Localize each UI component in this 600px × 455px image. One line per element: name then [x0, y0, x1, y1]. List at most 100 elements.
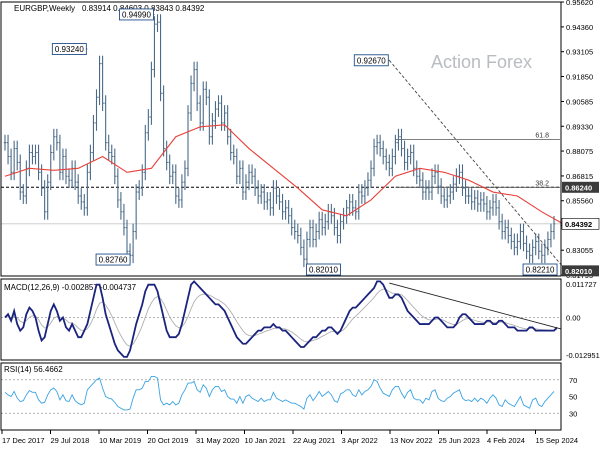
x-tick-label: 22 Aug 2021 [293, 436, 335, 445]
x-tick-label: 17 Dec 2017 [2, 436, 45, 445]
price-bar [485, 195, 489, 220]
price-tag: 0.82010 [562, 265, 599, 277]
price-bar [452, 176, 455, 200]
price-bar [189, 75, 193, 121]
price-bar [25, 160, 28, 204]
price-bar [67, 168, 71, 189]
price-tick-label: 0.95620 [566, 0, 593, 7]
macd-tick-label: 0.00 [566, 313, 581, 322]
price-bar [436, 164, 440, 195]
price-bar [378, 134, 382, 157]
price-bar [531, 239, 534, 264]
annotation-box [306, 263, 341, 276]
price-bar [519, 223, 522, 250]
price-bar [412, 144, 415, 177]
price-bar [473, 190, 476, 210]
price-bar [305, 231, 309, 268]
price-annotation: 0.82010 [306, 263, 341, 276]
annotation-box [118, 8, 154, 21]
price-tick-label: 0.83055 [566, 246, 593, 255]
price-bar [311, 219, 315, 248]
price-tick-label: 0.90585 [566, 97, 593, 106]
price-bar [510, 227, 513, 250]
price-bar [470, 188, 473, 210]
price-bar [122, 203, 126, 236]
price-bar [336, 219, 339, 244]
x-tick-label: 3 Apr 2022 [342, 436, 378, 445]
price-bar [159, 14, 162, 102]
price-bar [397, 128, 400, 151]
price-tick-label: 0.94360 [566, 23, 593, 32]
price-bar [442, 188, 446, 208]
price-bar [262, 184, 266, 210]
price-bar [119, 192, 123, 220]
price-tag-box [562, 265, 599, 277]
price-bar [366, 172, 370, 196]
price-bar [110, 144, 114, 165]
price-bar [540, 243, 544, 264]
x-tick-label: 10 Mar 2019 [99, 436, 141, 445]
price-bar [211, 113, 214, 145]
price-bar [513, 233, 516, 256]
chart-header-symbol: EURGBP,Weekly [14, 4, 75, 13]
price-bar [430, 168, 434, 200]
price-bar [317, 211, 321, 240]
price-bar [415, 160, 419, 185]
price-bar [223, 105, 226, 131]
price-tick-label: 0.93105 [566, 48, 593, 57]
price-tag-box [561, 218, 600, 230]
price-bar [134, 184, 138, 240]
price-bar [198, 95, 202, 131]
price-annotation: 0.92670 [353, 54, 390, 67]
annotation-box [353, 54, 389, 67]
annotation-text: 0.82760 [99, 256, 128, 265]
price-tick-label: 0.86815 [566, 172, 593, 181]
price-bar [424, 180, 428, 200]
rsi-line [4, 375, 555, 411]
rsi-frame [0, 362, 562, 431]
price-bar [546, 231, 550, 256]
price-tag-text: 0.82010 [565, 267, 592, 276]
price-bar [31, 144, 34, 165]
price-bar [150, 61, 153, 125]
price-bar [253, 168, 257, 196]
price-bar [174, 164, 178, 204]
price-bar [34, 144, 37, 165]
price-bar [98, 55, 101, 106]
price-bar [107, 134, 110, 161]
price-bar [400, 128, 403, 157]
price-bar [421, 172, 425, 200]
rsi-tick-label: 30 [569, 409, 577, 418]
price-bar [290, 207, 293, 236]
price-bar [217, 95, 220, 117]
price-tag: 0.86240 [562, 181, 599, 193]
price-bar [177, 188, 181, 208]
price-bar [137, 180, 141, 200]
price-bar [15, 140, 19, 171]
price-bar [186, 105, 190, 177]
moving-average-line [4, 124, 567, 227]
price-bar [9, 148, 13, 181]
price-bar [299, 227, 303, 256]
price-bar [168, 154, 171, 185]
price-bar [314, 223, 318, 248]
price-bar [375, 134, 379, 155]
price-bar [467, 188, 470, 204]
price-bar [201, 81, 205, 131]
price-tag: 0.84392 [561, 218, 600, 230]
price-bar [76, 174, 80, 204]
price-bar [339, 213, 342, 244]
price-bar [247, 164, 251, 191]
annotation-box [51, 43, 87, 55]
price-bar [488, 199, 492, 220]
price-bar [449, 184, 452, 204]
price-bar [195, 61, 199, 112]
price-bar [534, 233, 537, 256]
rsi-panel [1, 375, 561, 414]
price-bar [293, 219, 297, 240]
x-tick-label: 15 Sep 2024 [536, 436, 579, 445]
price-bar [226, 105, 229, 145]
price-bar [101, 55, 104, 112]
price-bar [409, 144, 412, 165]
